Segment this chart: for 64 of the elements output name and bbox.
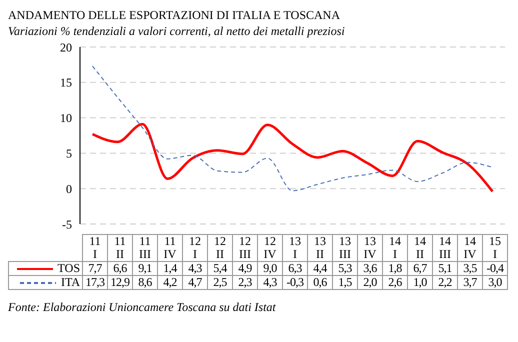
data-label: 5,4 xyxy=(208,261,232,276)
data-label: 12,9 xyxy=(108,275,132,290)
data-label: 4,3 xyxy=(258,275,282,290)
chart-title: ANDAMENTO DELLE ESPORTAZIONI DI ITALIA E TOSCANA xyxy=(8,8,342,23)
x-tick-label: 13 III xyxy=(332,234,358,262)
data-label: 4,2 xyxy=(158,275,182,290)
y-tick-label: 20 xyxy=(60,40,72,54)
x-tick-label: 14 IV xyxy=(458,234,482,262)
x-tick-label: 11 I xyxy=(82,234,108,262)
x-tick-label: 15 I xyxy=(482,234,508,262)
chart-subtitle: Variazioni % tendenziali a valori correnti, al netto dei metalli preziosi xyxy=(8,24,346,39)
data-label: 4,9 xyxy=(232,261,258,276)
data-label: 9,0 xyxy=(258,261,282,276)
data-label: 3,5 xyxy=(458,261,482,276)
data-label: 4,7 xyxy=(182,275,208,290)
x-tick-label: 13 I xyxy=(282,234,308,262)
x-tick-label: 14 I xyxy=(382,234,408,262)
y-tick-label: 15 xyxy=(60,76,72,90)
data-label: 2,0 xyxy=(358,275,382,290)
x-tick-label: 14 III xyxy=(432,234,458,262)
x-tick-label: 14 II xyxy=(408,234,432,262)
data-label: 3,7 xyxy=(458,275,482,290)
data-label: 2,6 xyxy=(382,275,408,290)
x-tick-label: 11 II xyxy=(108,234,132,262)
x-tick-label: 12 II xyxy=(208,234,232,262)
x-tick-label: 12 I xyxy=(182,234,208,262)
legend-label: ITA xyxy=(8,275,82,290)
line-series xyxy=(91,122,494,193)
data-label: 1,4 xyxy=(158,261,182,276)
data-label: 5,3 xyxy=(332,261,358,276)
x-tick-label: 13 II xyxy=(308,234,332,262)
data-label: 0,6 xyxy=(308,275,332,290)
x-tick-label: 11 IV xyxy=(158,234,182,262)
x-tick-label: 12 III xyxy=(232,234,258,262)
legend-label: TOS xyxy=(8,261,82,276)
data-label: -0,3 xyxy=(282,275,308,290)
y-tick-label: -5 xyxy=(62,217,72,232)
data-label: 1,5 xyxy=(332,275,358,290)
data-label: 6,7 xyxy=(408,261,432,276)
data-label: 1,8 xyxy=(382,261,408,276)
data-label: -0,4 xyxy=(482,261,508,276)
y-tick-label: 0 xyxy=(66,182,72,196)
y-tick-label: 10 xyxy=(60,111,72,126)
data-label: 2,5 xyxy=(208,275,232,290)
data-label: 5,1 xyxy=(432,261,458,276)
data-label: 17,3 xyxy=(82,275,108,290)
data-label: 3,0 xyxy=(482,275,508,290)
data-label: 1,0 xyxy=(408,275,432,290)
data-label: 2,3 xyxy=(232,275,258,290)
data-label: 4,3 xyxy=(182,261,208,276)
x-tick-label: 13 IV xyxy=(358,234,382,262)
data-label: 8,6 xyxy=(132,275,158,290)
data-label: 3,6 xyxy=(358,261,382,276)
data-label: 4,4 xyxy=(308,261,332,276)
data-label: 2,2 xyxy=(432,275,458,290)
line-series xyxy=(92,66,493,192)
data-label: 7,7 xyxy=(82,261,108,276)
data-label: 6,3 xyxy=(282,261,308,276)
source-note: Fonte: Elaborazioni Unioncamere Toscana su dati Istat xyxy=(8,300,277,315)
x-tick-label: 11 III xyxy=(132,234,158,262)
x-tick-label: 12 IV xyxy=(258,234,282,262)
data-label: 6,6 xyxy=(108,261,132,276)
y-tick-label: 5 xyxy=(66,146,72,160)
data-label: 9,1 xyxy=(132,261,158,276)
